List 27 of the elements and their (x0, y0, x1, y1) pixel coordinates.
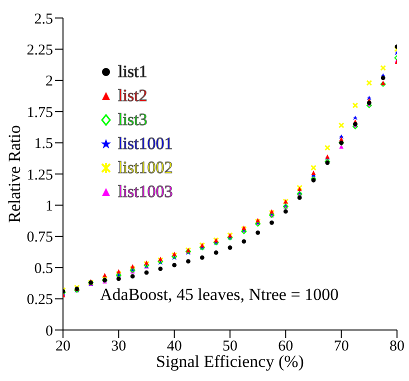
x-tick-label: 50 (222, 338, 238, 355)
y-tick-label: 0.25 (26, 292, 53, 308)
y-tick-label: 1.25 (26, 167, 53, 184)
legend-label: list2 (118, 86, 148, 106)
y-tick-label: 0.5 (34, 260, 53, 277)
legend-label: list1 (118, 62, 148, 82)
y-tick-label: 1 (46, 198, 53, 215)
y-tick-label: 0.75 (26, 230, 53, 246)
legend-label: list1001 (118, 134, 173, 154)
y-tick-label: 2.25 (26, 42, 53, 59)
y-tick-label: 1.75 (26, 104, 53, 121)
y-tick-label: 2 (46, 74, 53, 90)
y-tick-label: 0 (46, 323, 53, 340)
x-tick-label: 70 (334, 338, 349, 355)
y-tick-label: 1.5 (34, 136, 53, 152)
x-tick-label: 80 (390, 338, 404, 355)
legend-label: list1002 (118, 158, 173, 178)
x-axis-title: Signal Efficiency (%) (156, 352, 304, 371)
x-tick-label: 60 (278, 338, 294, 355)
x-tick-label: 40 (166, 338, 182, 355)
annotation: AdaBoost, 45 leaves, Ntree = 1000 (100, 285, 339, 305)
x-tick-label: 30 (111, 338, 126, 355)
legend-label: list1003 (118, 182, 173, 202)
x-tick-label: 20 (56, 338, 70, 355)
y-tick-label: 2.5 (34, 11, 53, 28)
legend-label: list3 (118, 110, 148, 130)
y-axis-title: Relative Ratio (5, 125, 24, 223)
